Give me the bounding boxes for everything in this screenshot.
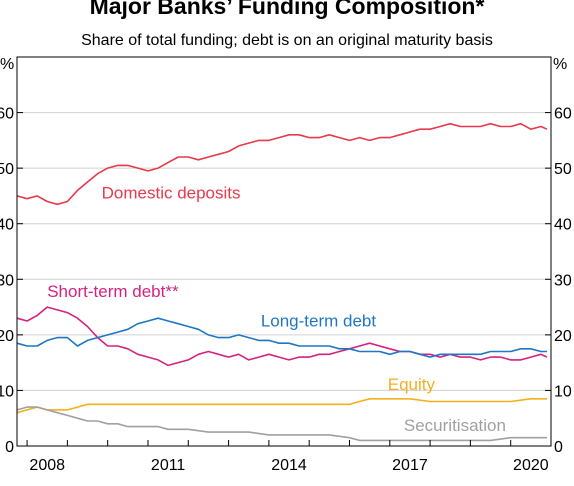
series-line <box>16 306 548 367</box>
series-line <box>16 317 547 358</box>
gridlines <box>17 112 551 391</box>
series-label: Securitisation <box>404 416 506 435</box>
series-label: Short-term debt** <box>47 282 179 301</box>
x-tick-label: 2008 <box>29 457 65 474</box>
y-tick-label-right: 20 <box>554 328 572 345</box>
y-tick-label-right: 40 <box>554 217 572 234</box>
y-tick-label-right: 0 <box>554 439 563 456</box>
x-tick-label: 2017 <box>392 457 428 474</box>
y-tick-label-right: 30 <box>554 272 572 289</box>
y-axis-unit-right: % <box>553 56 567 73</box>
series-line <box>16 122 548 206</box>
y-tick-label-left: 30 <box>0 272 14 289</box>
plot-frame <box>16 56 552 447</box>
y-tick-label-left: 10 <box>0 383 14 400</box>
y-tick-label-left: 0 <box>5 439 14 456</box>
series-label: Equity <box>388 375 436 394</box>
series-labels: Domestic deposits Short-term debt** Long-t… <box>47 184 506 435</box>
x-tick-label: 2020 <box>513 457 549 474</box>
x-tick-label: 2014 <box>271 457 307 474</box>
y-tick-label-right: 60 <box>554 106 572 123</box>
tick-marks <box>17 112 552 447</box>
chart-subtitle: Share of total funding; debt is on an or… <box>81 32 493 49</box>
y-tick-label-right: 50 <box>554 161 572 178</box>
y-tick-label-left: 60 <box>0 106 14 123</box>
y-tick-label-left: 20 <box>0 328 14 345</box>
series-label: Long-term debt <box>261 312 377 331</box>
y-tick-label-left: 40 <box>0 217 14 234</box>
y-tick-label-right: 10 <box>554 383 572 400</box>
series-lines <box>16 122 548 442</box>
x-tick-label: 2011 <box>151 457 186 474</box>
series-label: Domestic deposits <box>102 184 241 203</box>
series-line <box>16 398 547 414</box>
y-axis-unit-left: % <box>0 56 14 73</box>
chart-title: Major Banks’ Funding Composition* <box>89 0 485 19</box>
y-tick-label-left: 50 <box>0 161 14 178</box>
